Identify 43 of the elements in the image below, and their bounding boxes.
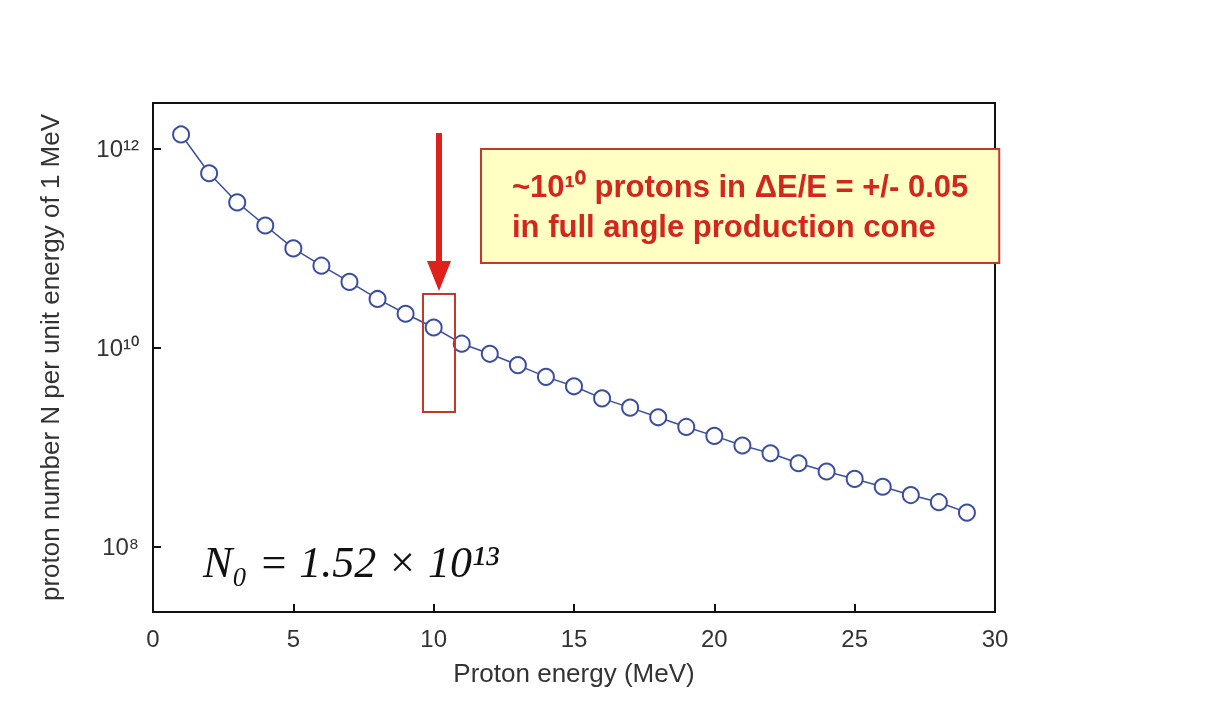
point [396,304,415,323]
point [649,408,668,427]
point [845,469,864,488]
point [256,216,275,235]
x-tick-label: 0 [146,624,160,652]
point [789,454,808,473]
x-tick-label: 10 [420,624,448,652]
point [424,318,443,337]
point [172,125,191,144]
annotation: N₀ = 1.52 × 10¹³ [202,537,500,587]
point [480,344,499,363]
x-tick-label: 20 [700,624,728,652]
annotation: ~10¹⁰ protons in ΔE/E = +/- 0.05 in full angle production cone [512,168,969,244]
point [536,367,555,386]
y-tick-label: 10¹² [96,135,139,163]
point [929,493,948,512]
point [200,164,219,183]
x-axis-title: Proton energy (MeV) [453,658,695,688]
point [565,377,583,396]
y-tick-label: 10⁸ [102,533,139,561]
point [761,444,780,463]
y-axis-title: proton number N per unit energy of 1 MeV [35,113,65,602]
point [508,356,527,375]
point [284,239,303,258]
point [677,417,696,436]
point [957,503,976,522]
point [340,272,359,291]
point [733,436,752,455]
point [901,486,920,505]
point [817,462,836,481]
x-tick-label: 5 [286,624,301,652]
point [873,477,892,496]
y-tick-label: 10¹⁰ [96,334,139,362]
point [593,389,612,408]
point [452,334,471,353]
x-tick-label: 30 [981,624,1009,652]
point [705,426,724,445]
point [228,193,247,212]
point [368,289,387,308]
point [621,398,640,417]
x-tick-label: 25 [841,624,869,652]
x-tick-label: 15 [560,624,588,652]
point [312,256,331,275]
